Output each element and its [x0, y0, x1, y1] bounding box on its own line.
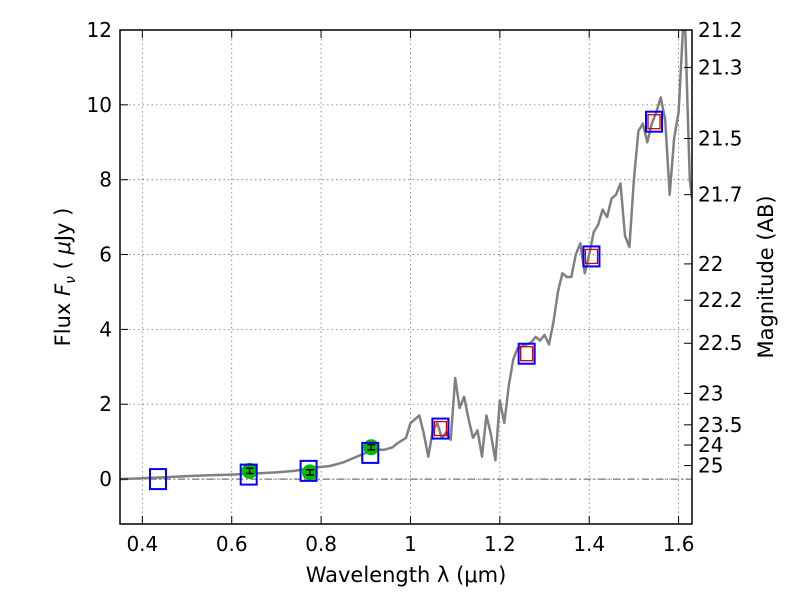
- model-inner-square-marker: [433, 420, 448, 437]
- y-tick-label: 8: [99, 168, 112, 192]
- y-axis-label-flux: Flux: [51, 296, 75, 346]
- model-square-marker: [361, 441, 380, 464]
- x-tick-label: 1.6: [663, 532, 695, 556]
- x-tick-label: 0.4: [126, 532, 158, 556]
- magnitude-tick-label: 21.2: [698, 18, 743, 42]
- plot-frame: [119, 29, 693, 525]
- model-square-marker: [239, 463, 258, 486]
- magnitude-tick-label: 22.5: [698, 331, 743, 355]
- x-axis-label: Wavelength λ (μm): [306, 563, 507, 587]
- x-tick-label: 0.6: [216, 532, 248, 556]
- model-square-marker: [299, 459, 318, 482]
- magnitude-tick-label: 25: [698, 454, 723, 478]
- y-tick-label: 0: [99, 467, 112, 491]
- magnitude-tick-label: 23: [698, 381, 723, 405]
- magnitude-tick-label: 23.5: [698, 413, 743, 437]
- photometry-points: [148, 110, 664, 491]
- magnitude-tick-label: 21.3: [698, 55, 743, 79]
- y-tick-labels: 0 2 4 6 8 10 12: [87, 18, 112, 491]
- magnitude-tick-label: 22.2: [698, 288, 743, 312]
- y-axis-label: Flux Fν ( μJy ): [51, 208, 79, 347]
- model-square-marker: [645, 110, 664, 133]
- model-square-marker: [148, 468, 167, 491]
- x-tick-labels: 0.4 0.6 0.8 1 1.2 1.4 1.6: [126, 532, 694, 556]
- y2-axis-label: Magnitude (AB): [754, 195, 778, 358]
- model-inner-square-marker: [647, 114, 661, 130]
- model-square-marker: [582, 245, 601, 268]
- y-tick-label: 6: [99, 243, 112, 267]
- y-tick-label: 10: [87, 93, 112, 117]
- spectrum-line: [120, 30, 692, 481]
- x-tick-label: 1: [404, 532, 417, 556]
- magnitude-tick-label: 24: [698, 433, 723, 457]
- plot-area: [120, 30, 692, 491]
- y-axis-label-unit: Jy ): [51, 208, 75, 244]
- magnitude-tick-label: 22: [698, 252, 723, 276]
- y-axis-label-nu: ν: [63, 276, 79, 284]
- model-inner-square-marker: [584, 248, 599, 265]
- y-axis-label-f: F: [51, 283, 75, 296]
- magnitude-tick-label: 21.7: [698, 183, 743, 207]
- y-axis-label-open: (: [51, 255, 75, 277]
- x-tick-label: 1.4: [573, 532, 605, 556]
- x-tick-label: 0.8: [305, 532, 337, 556]
- y-tick-label: 12: [87, 18, 112, 42]
- x-tick-label: 1.2: [484, 532, 516, 556]
- grid-lines: [120, 29, 692, 524]
- y-tick-label: 2: [99, 392, 112, 416]
- model-inner-square-marker: [520, 346, 534, 362]
- axis-ticks: [120, 29, 692, 524]
- magnitude-tick-label: 21.5: [698, 127, 743, 151]
- model-square-marker: [517, 342, 536, 365]
- y-axis-label-mu: μ: [51, 241, 75, 255]
- y-tick-label: 4: [99, 317, 112, 341]
- model-square-marker: [431, 417, 450, 440]
